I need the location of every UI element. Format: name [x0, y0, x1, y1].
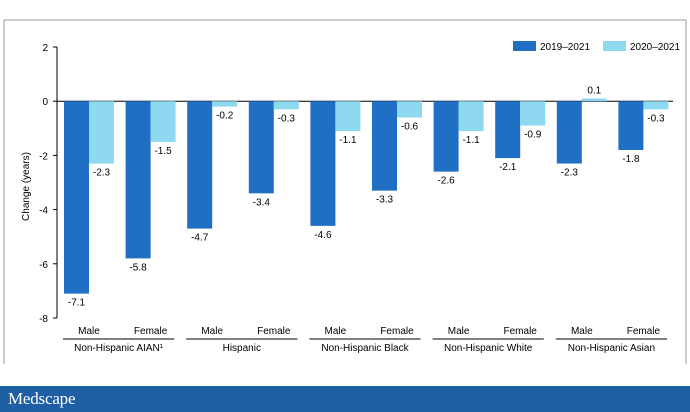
chart-frame: 2 0 -2 -4 -6 -8 Change (years) -7.1 -2.3 Male -5.8… [3, 19, 687, 364]
y-tick-label: -6 [39, 260, 48, 271]
bar [433, 101, 459, 172]
bar [187, 101, 213, 229]
x-tick-label: Male [78, 326, 100, 337]
group-label: Non-Hispanic Asian [568, 343, 655, 354]
x-tick-label: Female [257, 326, 291, 337]
bar [248, 101, 274, 194]
bar [520, 101, 546, 126]
data-label: -1.5 [154, 146, 172, 157]
data-label: 0.1 [587, 85, 601, 96]
bar [273, 101, 299, 110]
bar-chart: 2 0 -2 -4 -6 -8 Change (years) -7.1 -2.3 Male -5.8… [3, 19, 687, 364]
bar [581, 98, 607, 102]
data-label: -2.6 [437, 176, 455, 187]
data-label: -2.1 [499, 162, 517, 173]
legend-swatch [603, 41, 626, 51]
data-label: -0.2 [216, 111, 234, 122]
y-axis-title: Change (years) [21, 152, 32, 221]
y-tick-label: 2 [42, 43, 48, 54]
y-tick-label: 0 [42, 97, 48, 108]
bar [556, 101, 582, 164]
data-label: -4.7 [191, 233, 209, 244]
data-label: -3.4 [253, 197, 271, 208]
medscape-logo: Medscape [8, 389, 76, 408]
bar [335, 101, 361, 132]
bar [372, 101, 397, 191]
data-label: -4.6 [314, 230, 332, 241]
x-tick-label: Female [504, 326, 538, 337]
bar [397, 101, 422, 118]
y-tick-label: -2 [39, 151, 48, 162]
bar [64, 101, 89, 294]
bar [643, 101, 669, 110]
bar [495, 101, 521, 159]
x-tick-label: Male [201, 326, 223, 337]
data-label: -1.1 [339, 135, 357, 146]
group-label: Non-Hispanic Black [321, 343, 409, 354]
data-label: -2.3 [561, 168, 579, 179]
x-tick-label: Male [448, 326, 470, 337]
bar [212, 101, 238, 107]
x-tick-label: Male [571, 326, 593, 337]
x-tick-label: Female [134, 326, 168, 337]
bar [150, 101, 176, 142]
data-label: -1.1 [462, 135, 480, 146]
bar [125, 101, 151, 259]
bar [458, 101, 484, 132]
y-tick-label: -4 [39, 206, 48, 217]
data-label: -0.6 [401, 121, 419, 132]
bar [310, 101, 336, 226]
x-tick-label: Female [627, 326, 661, 337]
y-tick-label: -8 [39, 314, 48, 325]
group-label: Non-Hispanic White [444, 343, 533, 354]
data-label: -0.3 [278, 113, 296, 124]
x-tick-label: Female [380, 326, 414, 337]
brand-bar: Medscape [0, 386, 690, 412]
group-label: Hispanic [223, 343, 261, 354]
x-tick-label: Male [325, 326, 347, 337]
bar [89, 101, 114, 164]
data-label: -1.8 [622, 154, 640, 165]
legend-swatch [513, 41, 536, 51]
bar [618, 101, 644, 150]
data-label: -3.3 [376, 195, 394, 206]
group-label: Non-Hispanic AIAN¹ [74, 343, 164, 354]
data-label: -5.8 [129, 262, 147, 273]
data-label: -0.3 [647, 113, 665, 124]
data-label: -7.1 [68, 298, 86, 309]
data-label: -2.3 [93, 168, 111, 179]
legend-label: 2019–2021 [540, 42, 590, 53]
data-label: -0.9 [524, 130, 542, 141]
legend-label: 2020–2021 [630, 42, 680, 53]
